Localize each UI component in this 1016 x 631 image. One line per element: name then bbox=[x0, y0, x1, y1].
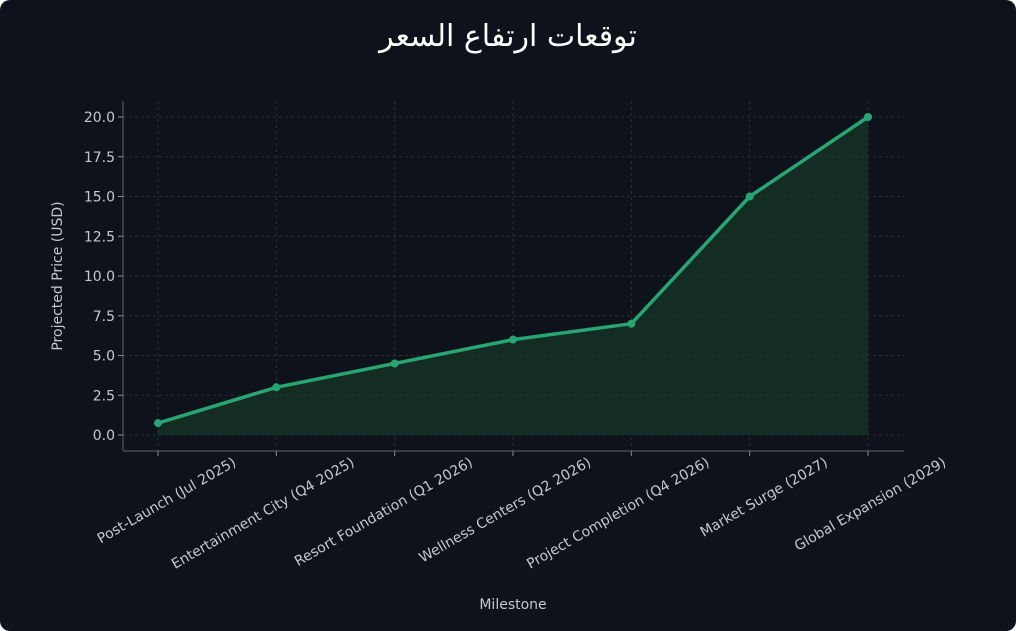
y-tick-label: 17.5 bbox=[84, 150, 115, 166]
data-point bbox=[154, 419, 162, 428]
y-tick-label: 20.0 bbox=[84, 110, 115, 126]
area-fill-layer bbox=[158, 117, 868, 435]
data-point bbox=[390, 359, 399, 368]
y-tick-label: 7.5 bbox=[93, 309, 115, 325]
y-tick-label: 12.5 bbox=[84, 229, 115, 245]
data-point bbox=[864, 113, 872, 121]
chart-title: توقعات ارتفاع السعر bbox=[377, 19, 637, 54]
y-tick-label: 10.0 bbox=[84, 269, 115, 285]
axes bbox=[118, 101, 904, 456]
area-fill bbox=[158, 117, 868, 435]
x-tick-label: Project Completion (Q4 2026) bbox=[524, 455, 712, 573]
y-axis-label: Projected Price (USD) bbox=[50, 201, 66, 350]
data-point bbox=[627, 319, 636, 328]
data-point bbox=[509, 335, 517, 344]
data-point bbox=[272, 383, 281, 392]
x-axis-label: Milestone bbox=[479, 597, 546, 613]
x-tick-label: Market Surge (2027) bbox=[698, 455, 831, 541]
y-tick-label: 0.0 bbox=[93, 428, 115, 444]
y-tick-label: 5.0 bbox=[93, 349, 115, 365]
series-layer bbox=[154, 113, 872, 428]
x-tick-label: Entertainment City (Q4 2025) bbox=[169, 455, 357, 573]
data-point bbox=[745, 192, 754, 201]
y-tick-label: 2.5 bbox=[93, 388, 115, 404]
y-tick-label: 15.0 bbox=[84, 190, 115, 206]
